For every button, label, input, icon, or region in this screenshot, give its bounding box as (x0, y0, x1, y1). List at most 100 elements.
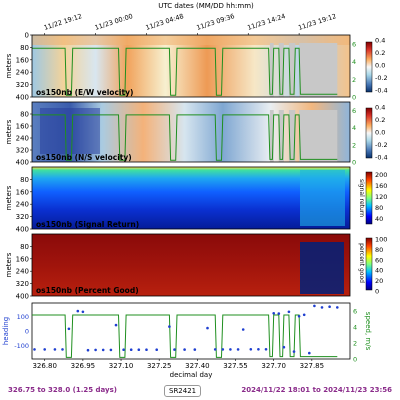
ew-ytick-label: 160 (16, 56, 29, 64)
heading-ytick-label: -100 (14, 342, 29, 350)
ew-surface-band (32, 35, 350, 45)
ns-speed-tick: 2 (352, 141, 356, 149)
speed-line (32, 314, 338, 358)
ew-colorbar (365, 41, 373, 93)
heading-point (67, 327, 71, 331)
heading-point (320, 306, 324, 309)
percent-good-ytick-label: 240 (16, 268, 29, 276)
ew-speed-tick: 6 (352, 40, 356, 48)
speed-right-tick-label: 4 (353, 324, 357, 332)
ew-ytick-label: 80 (20, 44, 29, 52)
heading-speed-frame (31, 302, 351, 360)
ns-ytick-label: 240 (16, 135, 29, 143)
heading-point (272, 312, 276, 315)
heading-point (302, 313, 306, 317)
ns-gap-block (288, 110, 296, 162)
heading-point (114, 323, 118, 327)
heading-point (137, 348, 141, 352)
percent-good-colorbar (365, 237, 373, 291)
heading-point (168, 325, 171, 328)
heading-point (129, 348, 133, 352)
ns-ytick-label: 80 (20, 111, 29, 119)
signal-ylabel: meters (5, 185, 13, 210)
heading-point (173, 348, 176, 351)
heading-point (155, 348, 158, 352)
ew-gap-block (299, 43, 338, 97)
ew-gap-block (269, 43, 274, 97)
signal-panel-label: os150nb (Signal Return) (36, 220, 139, 229)
heading-point (229, 348, 232, 351)
ns-yticks: 80 160 240 320 400 (16, 111, 32, 167)
percent-good-colorbar-tick: 40 (375, 267, 383, 275)
ew-ytick-label: 240 (16, 69, 29, 77)
heading-point (282, 345, 286, 349)
heading-point (297, 315, 301, 318)
percent-good-ytick-label: 160 (16, 255, 29, 263)
signal-bright-block (300, 170, 345, 226)
ew-speed-tick: 2 (352, 76, 356, 84)
signal-yticks: 80 160 240 320 400 (16, 176, 32, 234)
heading-point (292, 350, 296, 353)
ew-colorbar-tick: -0.4 (375, 87, 388, 95)
signal-colorbar-tick: 160 (375, 182, 387, 190)
ns-gap-block (278, 110, 284, 162)
percent-good-colorbar-tick: 20 (375, 277, 383, 285)
heading-point (206, 326, 209, 330)
signal-colorbar-label: signal return (358, 179, 365, 217)
heading-point (193, 348, 197, 351)
panel-ew-velocity: os150nb (E/W velocity) meters 0801602403… (5, 32, 388, 102)
ns-colorbar (365, 107, 373, 159)
heading-point (264, 348, 268, 351)
ns-gap-block (269, 110, 274, 162)
heading-point (336, 306, 339, 309)
signal-ytick-label: 400 (16, 226, 29, 234)
top-tick-label: 11/23 04:48 (145, 12, 185, 32)
percent-good-ytick-label: 320 (16, 280, 29, 288)
ew-speed-tick: 0 (352, 94, 356, 102)
signal-colorbar-tick: 120 (375, 193, 387, 201)
footer-day-range: 326.75 to 328.0 (1.25 days) (8, 386, 117, 394)
heading-point (109, 348, 113, 352)
heading-point (183, 348, 186, 351)
heading-point (101, 348, 105, 352)
heading-point (145, 348, 148, 352)
heading-point (213, 348, 217, 351)
heading-ytick-label: 100 (17, 313, 29, 321)
heading-point (221, 348, 225, 351)
signal-ytick-label: 320 (16, 213, 29, 221)
signal-ytick-label: 240 (16, 201, 29, 209)
percent-good-colorbar-tick: 60 (375, 256, 383, 264)
signal-ytick-label: 160 (16, 188, 29, 196)
ew-gap-block (288, 43, 296, 97)
ew-speed-line (32, 47, 338, 96)
ns-colorbar-tick: -0.4 (375, 154, 388, 162)
bottom-tick-label: 327.70 (261, 362, 286, 370)
ns-ytick-label: 400 (16, 159, 29, 167)
ns-ytick-label: 160 (16, 123, 29, 131)
ew-yticks: 0 80 160 240 320 400 (16, 32, 32, 102)
speed-ylabel: speed, m/s (364, 312, 372, 351)
heading-point (122, 348, 125, 352)
bottom-axis-title: decimal day (170, 371, 213, 379)
ns-panel-label: os150nb (N/S velocity) (36, 153, 132, 162)
bottom-tick-label: 327.40 (185, 362, 210, 370)
signal-field (32, 167, 350, 229)
ew-data-gaps (269, 43, 338, 97)
ew-colorbar-tick: 0.0 (375, 62, 385, 70)
percent-good-panel-label: os150nb (Percent Good) (36, 286, 139, 295)
heading-point (308, 351, 311, 355)
heading-point (61, 348, 64, 351)
ns-colorbar-tick: 0.2 (375, 116, 385, 124)
ew-velocity-field (32, 35, 350, 97)
ns-ylabel: meters (5, 119, 13, 144)
heading-ylabel: heading (2, 317, 10, 345)
ew-colorbar-ticks: 0.4 0.2 0.0 -0.2 -0.4 (375, 37, 388, 95)
ns-gap-block (299, 110, 338, 162)
ns-speed-tick: 4 (352, 124, 356, 132)
footer-date-range: 2024/11/22 18:01 to 2024/11/23 23:56 (241, 386, 392, 394)
percent-good-ylabel: meters (5, 252, 13, 277)
top-tick-label: 11/23 14:24 (246, 12, 286, 32)
heading-point (43, 348, 46, 351)
ns-colorbar-tick: -0.2 (375, 141, 388, 149)
